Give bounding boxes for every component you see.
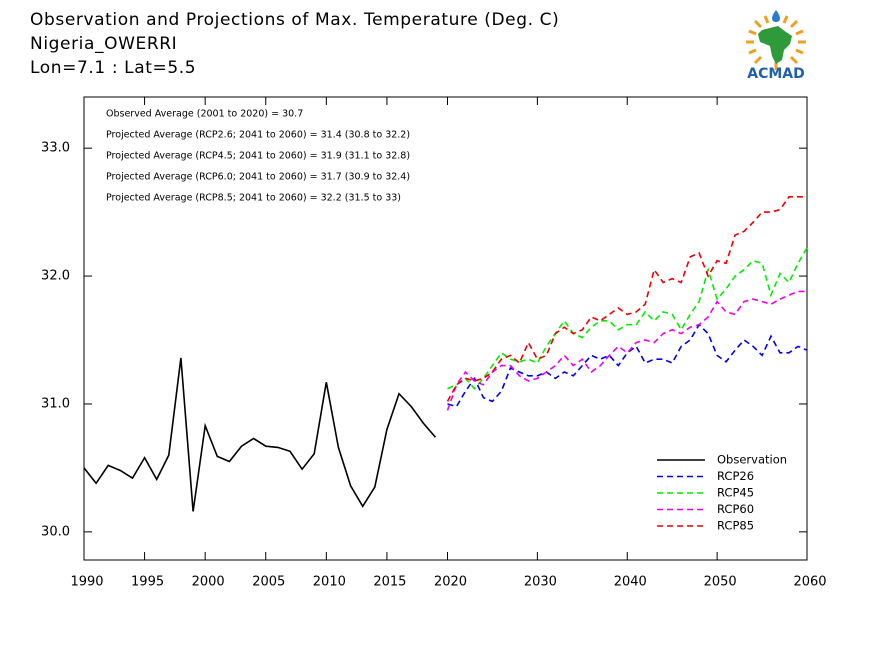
annotation: Observed Average (2001 to 2020) = 30.7 xyxy=(106,109,303,120)
logo-rays xyxy=(746,14,806,70)
x-tick-label: 2005 xyxy=(252,575,285,590)
series-line xyxy=(83,357,437,512)
annotation: Projected Average (RCP4.5; 2041 to 2060)… xyxy=(106,151,410,162)
chart-title: Observation and Projections of Max. Temp… xyxy=(30,10,559,30)
x-tick-label: 2010 xyxy=(313,575,346,590)
annotation: Projected Average (RCP2.6; 2041 to 2060)… xyxy=(106,130,410,141)
logo-africa xyxy=(758,26,792,64)
logo-drop xyxy=(772,10,780,22)
chart-title: Lon=7.1 : Lat=5.5 xyxy=(30,58,196,78)
legend-label: RCP85 xyxy=(717,519,754,533)
x-tick-label: 1990 xyxy=(70,575,103,590)
logo-text: ACMAD xyxy=(747,66,805,82)
series-line xyxy=(447,323,808,408)
plot-frame xyxy=(83,96,808,561)
logo: ACMAD xyxy=(746,10,806,82)
y-tick-label: 31.0 xyxy=(41,396,70,411)
series-line xyxy=(446,290,807,411)
y-tick-label: 30.0 xyxy=(41,524,70,539)
series-line xyxy=(447,247,808,390)
legend-label: RCP60 xyxy=(717,502,754,516)
x-tick-label: 2030 xyxy=(524,575,557,590)
x-tick-label: 1995 xyxy=(131,575,164,590)
legend-label: RCP45 xyxy=(717,486,754,500)
legend-label: Observation xyxy=(717,453,787,467)
x-tick-label: 2050 xyxy=(704,575,737,590)
chart-title: Nigeria_OWERRI xyxy=(30,34,177,54)
legend-label: RCP26 xyxy=(717,469,754,483)
series-line xyxy=(446,196,807,402)
x-tick-label: 2015 xyxy=(373,575,406,590)
annotation: Projected Average (RCP6.0; 2041 to 2060)… xyxy=(106,172,410,183)
x-tick-label: 2000 xyxy=(192,575,225,590)
x-tick-label: 2060 xyxy=(793,575,826,590)
x-tick-label: 2020 xyxy=(434,575,467,590)
y-tick-label: 33.0 xyxy=(41,141,70,156)
x-tick-label: 2040 xyxy=(614,575,647,590)
annotation: Projected Average (RCP8.5; 2041 to 2060)… xyxy=(106,193,401,204)
y-tick-label: 32.0 xyxy=(41,269,70,284)
